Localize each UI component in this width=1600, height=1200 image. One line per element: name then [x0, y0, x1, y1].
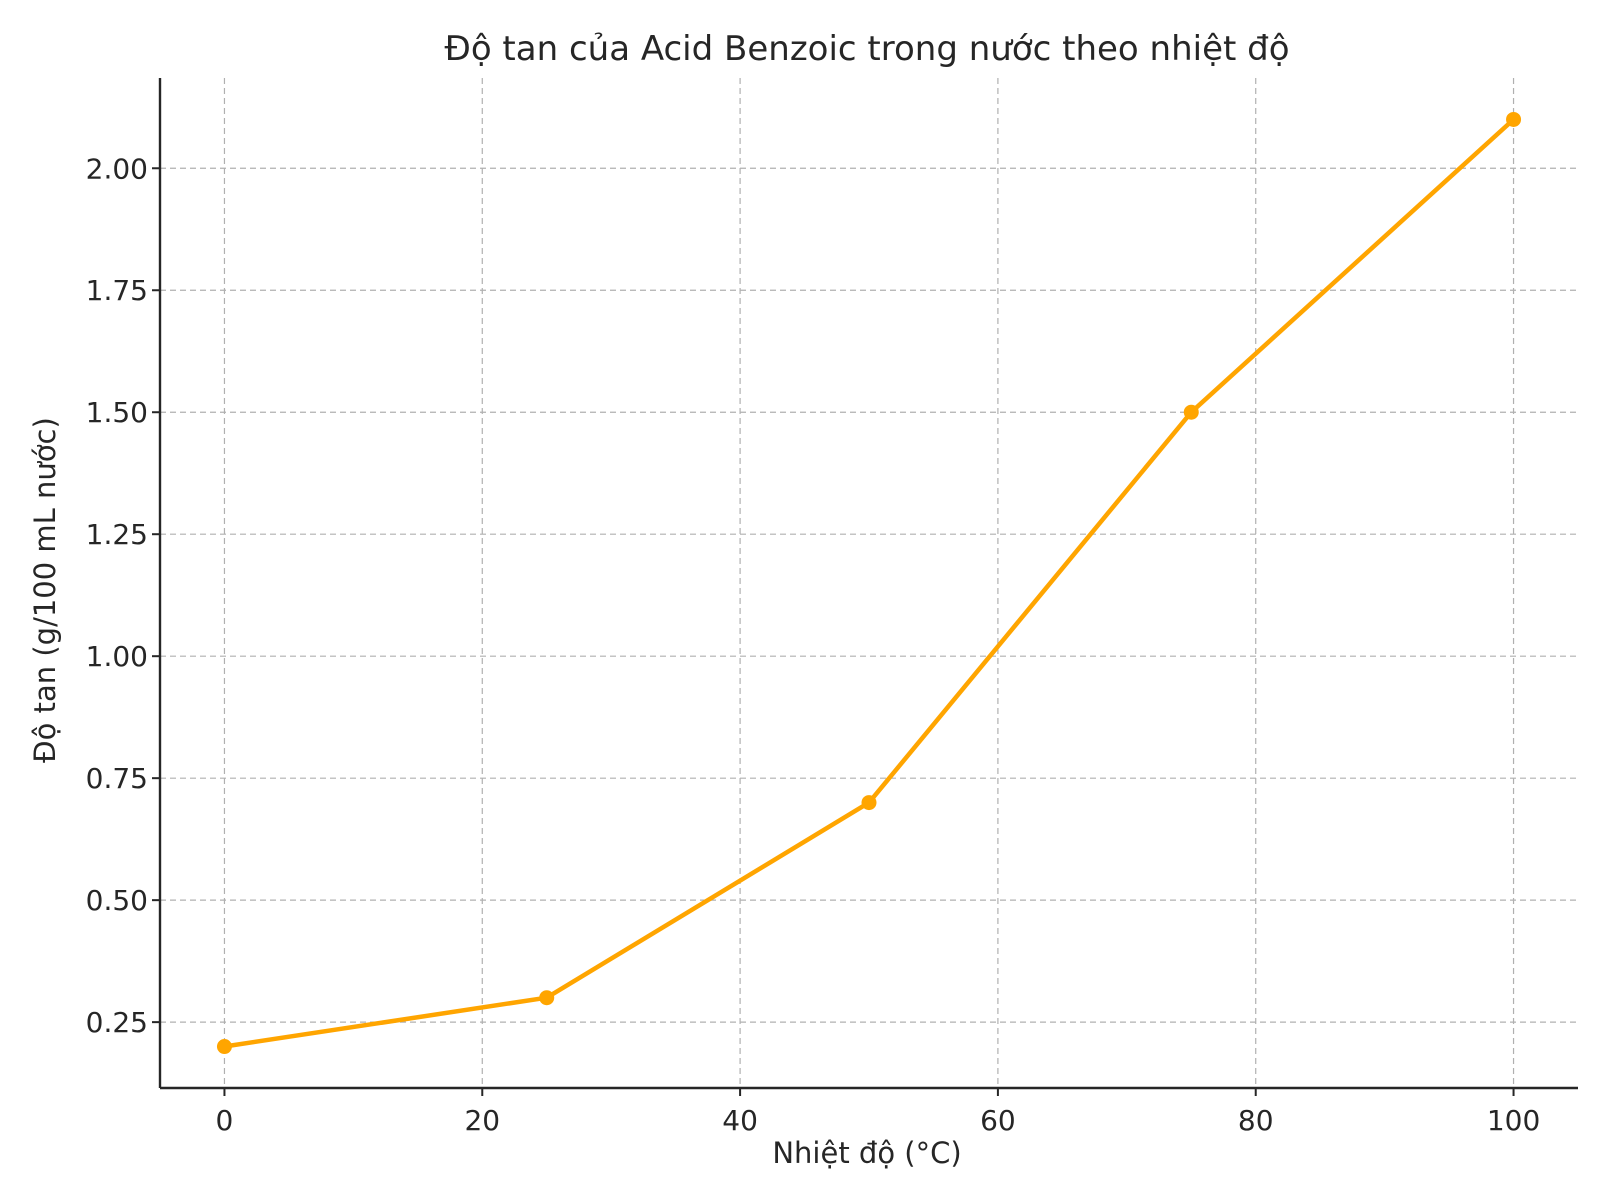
y-axis-label: Độ tan (g/100 mL nước)	[28, 417, 62, 763]
data-point	[1506, 111, 1522, 127]
data-point	[1183, 404, 1199, 420]
x-tick-label: 80	[1238, 1104, 1274, 1137]
y-tick-label: 0.25	[86, 1006, 148, 1039]
y-tick-label: 2.00	[86, 152, 148, 185]
y-tick-label: 1.75	[86, 274, 148, 307]
y-tick-label: 1.25	[86, 518, 148, 551]
ticks: 0 20 40 60 80 100 0.25 0.50 0.75 1.00 1.25 1.50 1.75…	[86, 152, 1541, 1137]
x-tick-label: 20	[464, 1104, 500, 1137]
grid	[160, 78, 1578, 1088]
x-axis-label: Nhiệt độ (°C)	[772, 1136, 961, 1170]
series	[216, 111, 1522, 1055]
axes	[158, 78, 1578, 1090]
data-point	[539, 990, 555, 1006]
series-line	[222, 117, 1516, 1049]
data-point	[861, 795, 877, 811]
x-tick-label: 0	[216, 1104, 234, 1137]
x-tick-label: 60	[980, 1104, 1016, 1137]
y-tick-label: 0.75	[86, 762, 148, 795]
data-point	[216, 1039, 232, 1055]
chart-title: Độ tan của Acid Benzoic trong nước theo …	[444, 29, 1289, 69]
x-tick-label: 100	[1487, 1104, 1540, 1137]
x-tick-label: 40	[722, 1104, 758, 1137]
y-tick-label: 1.50	[86, 396, 148, 429]
y-tick-label: 0.50	[86, 884, 148, 917]
y-tick-label: 1.00	[86, 640, 148, 673]
